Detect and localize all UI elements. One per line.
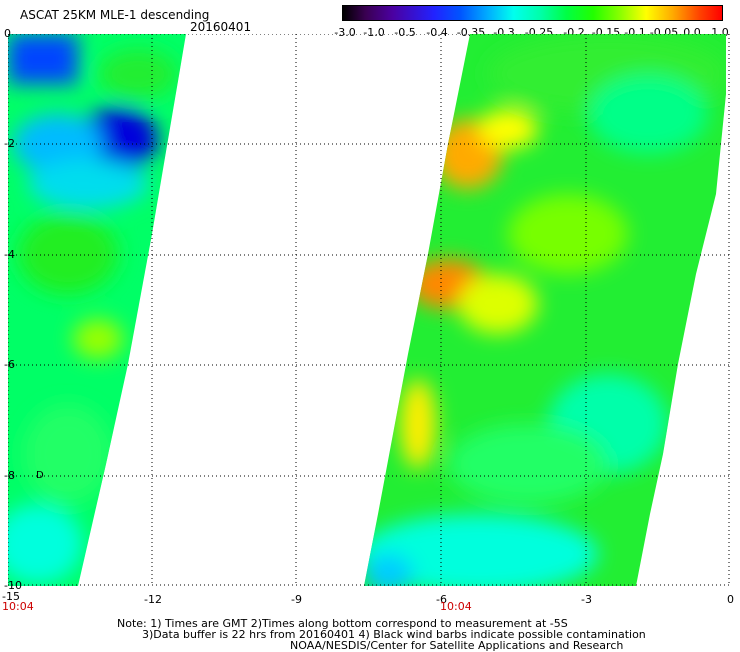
colorbar [342, 5, 723, 21]
colorbar-label: -0.5 [394, 26, 416, 39]
y-tick-label: -6 [4, 358, 15, 371]
graticule [8, 34, 730, 586]
eastern-swath [364, 34, 726, 586]
map-date: 20160401 [190, 20, 252, 34]
map-title: ASCAT 25KM MLE-1 descending [20, 8, 210, 22]
y-tick-label: -2 [4, 137, 15, 150]
map-panel: D [8, 34, 730, 586]
x-tick-label: -3 [581, 593, 592, 606]
colorbar-label: -0.4 [426, 26, 448, 39]
colorbar-label: -1.0 [363, 26, 385, 39]
x-tick-label: -9 [291, 593, 302, 606]
footnote-line-1: Note: 1) Times are GMT 2)Times along bot… [117, 617, 568, 630]
x-tick-label: -6 [436, 593, 447, 606]
x-tick-label: -15 [2, 590, 20, 603]
time-label: 10:04 [440, 600, 472, 613]
time-label: 10:04 [2, 600, 34, 613]
footnote-line-2: 3)Data buffer is 22 hrs from 20160401 4)… [142, 628, 646, 641]
y-tick-label: -8 [4, 469, 15, 482]
y-tick-label: -10 [4, 579, 22, 592]
x-tick-label: 0 [727, 593, 734, 606]
marker-label: D [36, 470, 44, 481]
footnote-line-3: NOAA/NESDIS/Center for Satellite Applica… [290, 639, 624, 652]
x-tick-label: -12 [144, 593, 162, 606]
colorbar-label: -3.0 [334, 26, 356, 39]
y-tick-label: 0 [4, 27, 11, 40]
western-swath [8, 34, 186, 586]
y-tick-label: -4 [4, 248, 15, 261]
